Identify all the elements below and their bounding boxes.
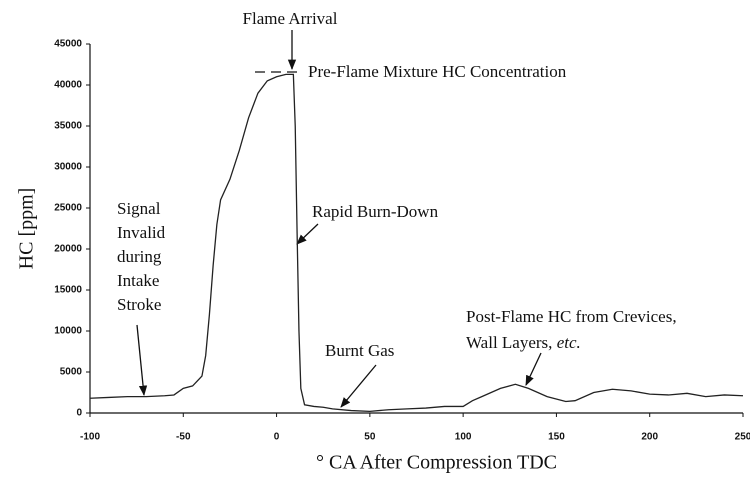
annotation-part: etc. xyxy=(557,333,581,352)
y-tick-label: 35000 xyxy=(54,121,82,132)
arrow xyxy=(340,364,377,408)
arrow xyxy=(136,324,148,397)
y-tick-label: 40000 xyxy=(54,80,82,91)
annotation: Intake xyxy=(117,271,159,290)
annotation: Invalid xyxy=(117,223,166,242)
x-tick-label: 200 xyxy=(641,432,658,443)
annotation: Wall Layers, etc. xyxy=(466,333,581,352)
y-tick-label: 20000 xyxy=(54,244,82,255)
y-tick-label: 10000 xyxy=(54,326,82,337)
annotation: during xyxy=(117,247,162,266)
x-tick-label: 50 xyxy=(364,432,376,443)
annotation: Stroke xyxy=(117,295,161,314)
annotation: Rapid Burn-Down xyxy=(312,202,439,221)
annotation-part: Wall Layers, xyxy=(466,333,557,352)
x-tick-label: 100 xyxy=(455,432,472,443)
annotation: Signal xyxy=(117,199,161,218)
annotation: Burnt Gas xyxy=(325,341,394,360)
x-tick-label: 250 xyxy=(735,432,750,443)
y-axis-label: HC [ppm] xyxy=(16,188,38,270)
y-tick-label: 15000 xyxy=(54,285,82,296)
y-tick-label: 5000 xyxy=(60,367,83,378)
y-tick-label: 25000 xyxy=(54,203,82,214)
x-tick-label: 150 xyxy=(548,432,565,443)
y-tick-label: 0 xyxy=(76,408,82,419)
y-tick-label: 30000 xyxy=(54,162,82,173)
annotations: Flame Arrival Pre-Flame Mixture HC Conce… xyxy=(117,9,677,408)
x-axis-label: ° CA After Compression TDC xyxy=(316,452,557,474)
annotation: Flame Arrival xyxy=(243,9,338,28)
y-tick-label: 45000 xyxy=(54,39,82,50)
x-tick-label: 0 xyxy=(274,432,280,443)
data-line xyxy=(89,73,744,413)
annotation: Pre-Flame Mixture HC Concentration xyxy=(308,62,567,81)
arrow xyxy=(296,223,319,245)
arrow xyxy=(525,352,542,386)
x-tick-label: -50 xyxy=(176,432,191,443)
x-tick-label: -100 xyxy=(80,432,100,443)
annotation: Post-Flame HC from Crevices, xyxy=(466,307,677,326)
